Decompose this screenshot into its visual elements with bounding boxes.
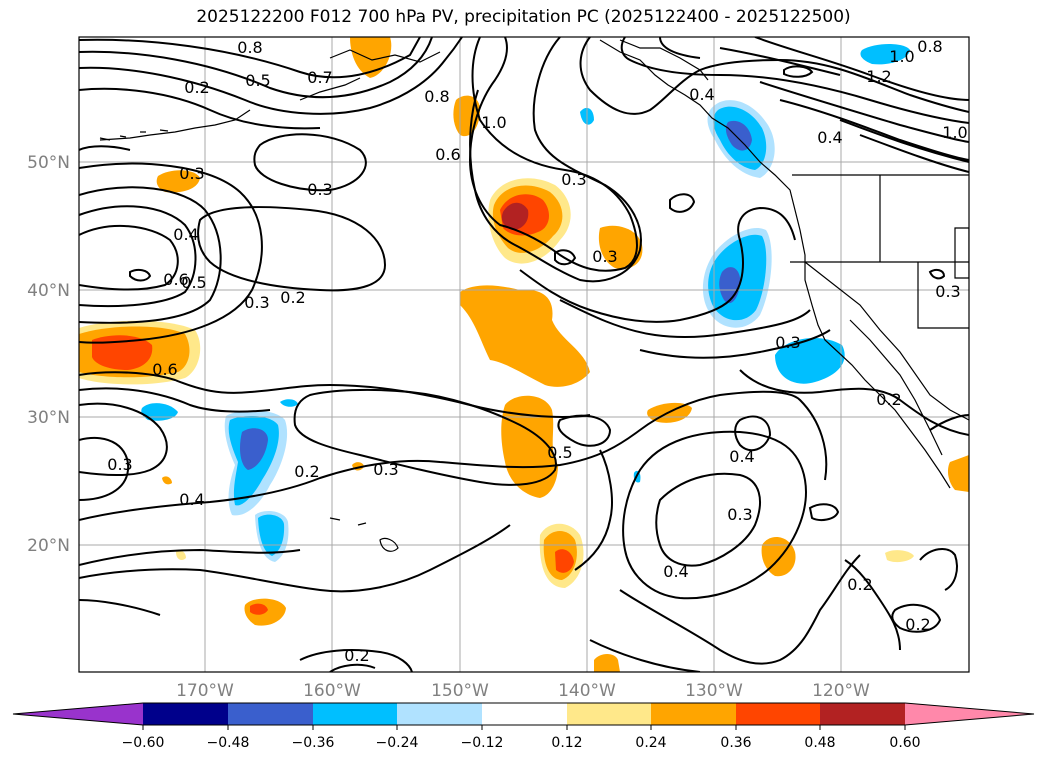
contour-label: 1.0 — [481, 113, 506, 132]
contour-label: 0.3 — [307, 180, 332, 199]
coastlines — [99, 39, 969, 552]
contour-label: 0.5 — [181, 273, 206, 292]
contour-label: 0.4 — [689, 85, 714, 104]
contour-label: 0.6 — [152, 360, 177, 379]
colorbar-extend-high — [905, 703, 1034, 725]
contour-label: 0.5 — [547, 443, 572, 462]
colorbar-segment — [228, 703, 313, 725]
colorbar-segment — [482, 703, 567, 725]
contour-label: 0.3 — [107, 455, 132, 474]
colorbar-tick-label: 0.48 — [804, 735, 835, 751]
contour-label: 0.6 — [435, 145, 460, 164]
contour-label: 0.2 — [847, 575, 872, 594]
longitude-labels: 170°W 160°W 150°W 140°W 130°W 120°W — [176, 681, 870, 701]
contour-label: 0.3 — [935, 282, 960, 301]
contour-label: 0.3 — [592, 247, 617, 266]
map-title: 2025122200 F012 700 hPa PV, precipitatio… — [196, 7, 851, 27]
colorbar-tick-label: −0.12 — [461, 735, 504, 751]
contour-label: 0.2 — [184, 78, 209, 97]
lat-label: 40°N — [27, 281, 70, 301]
map-frame — [78, 36, 970, 673]
contour-label: 0.4 — [179, 490, 204, 509]
colorbar-tick-label: −0.24 — [376, 735, 419, 751]
colorbar-segment — [143, 703, 228, 725]
lat-label: 30°N — [27, 408, 70, 428]
contour-label: 0.3 — [727, 505, 752, 524]
lon-label: 150°W — [431, 681, 489, 701]
contour-label: 0.2 — [905, 615, 930, 634]
colorbar-segment — [313, 703, 397, 725]
contour-label: 0.2 — [344, 646, 369, 665]
contour-label: 0.3 — [775, 333, 800, 352]
contour-label: 0.4 — [663, 562, 688, 581]
colorbar-tick-label: 0.24 — [635, 735, 666, 751]
pv-contours — [79, 37, 969, 672]
contour-label: 0.3 — [373, 460, 398, 479]
contour-label: 0.8 — [424, 87, 449, 106]
lon-label: 160°W — [303, 681, 361, 701]
colorbar-extend-low — [13, 703, 143, 725]
contour-label: 1.2 — [866, 67, 891, 86]
lat-label: 20°N — [27, 536, 70, 556]
contour-label: 0.2 — [294, 462, 319, 481]
colorbar-segment — [820, 703, 905, 725]
colorbar-segment — [736, 703, 820, 725]
colorbar-segment — [397, 703, 482, 725]
contour-label: 0.8 — [237, 38, 262, 57]
contour-label: 1.0 — [942, 123, 967, 142]
colorbar-tick-label: 0.60 — [889, 735, 920, 751]
lon-label: 130°W — [685, 681, 743, 701]
colorbar-tick-label: −0.36 — [292, 735, 335, 751]
contour-label: 0.3 — [244, 293, 269, 312]
lat-label: 50°N — [27, 153, 70, 173]
lon-label: 120°W — [812, 681, 870, 701]
colorbar-segment — [567, 703, 651, 725]
colorbar-tick-label: 0.12 — [551, 735, 582, 751]
contour-label: 0.3 — [179, 164, 204, 183]
contour-label: 0.4 — [817, 128, 842, 147]
colorbar-tick-label: −0.48 — [207, 735, 250, 751]
colorbar-ticks — [142, 725, 906, 730]
contour-label: 0.4 — [729, 447, 754, 466]
contour-label: 0.3 — [561, 170, 586, 189]
lon-label: 170°W — [176, 681, 234, 701]
contour-label: 0.7 — [307, 68, 332, 87]
contour-label: 1.0 — [889, 47, 914, 66]
latitude-labels: 50°N 40°N 30°N 20°N — [27, 153, 70, 556]
contour-label: 0.8 — [917, 37, 942, 56]
contour-label: 0.5 — [245, 71, 270, 90]
contour-label: 0.6 — [163, 270, 188, 289]
precip-negative-shading — [141, 44, 910, 562]
contour-label: 0.2 — [280, 288, 305, 307]
lon-label: 140°W — [558, 681, 616, 701]
contour-label: 0.2 — [876, 390, 901, 409]
contour-label: 0.4 — [173, 225, 198, 244]
map-area: 0.8 0.5 0.7 0.2 0.8 1.0 0.6 0.3 0.3 0.4 … — [79, 37, 969, 672]
colorbar: −0.60 −0.48 −0.36 −0.24 −0.12 0.12 0.24 … — [12, 702, 1035, 751]
colorbar-segment — [651, 703, 736, 725]
colorbar-tick-label: −0.60 — [122, 735, 165, 751]
colorbar-tick-label: 0.36 — [720, 735, 751, 751]
contour-labels: 0.8 0.5 0.7 0.2 0.8 1.0 0.6 0.3 0.3 0.4 … — [107, 37, 967, 665]
